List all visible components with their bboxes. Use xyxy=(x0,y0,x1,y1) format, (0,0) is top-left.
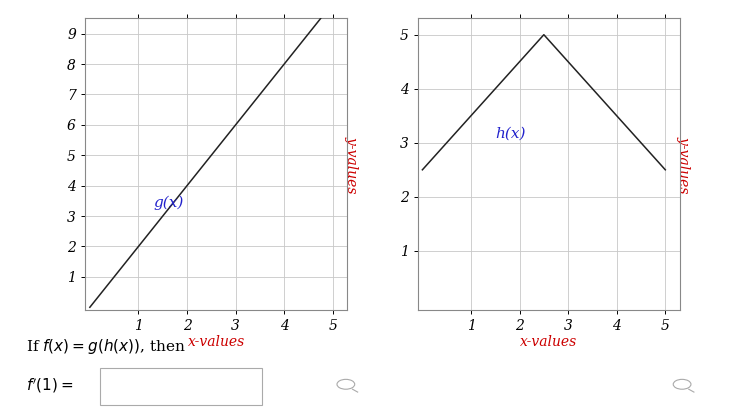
Text: h(x): h(x) xyxy=(495,126,525,141)
Text: $f'(1) =$: $f'(1) =$ xyxy=(26,377,73,395)
X-axis label: x-values: x-values xyxy=(188,335,245,349)
X-axis label: x-values: x-values xyxy=(520,335,577,349)
Y-axis label: y-values: y-values xyxy=(344,136,358,193)
Text: g(x): g(x) xyxy=(153,196,183,210)
Text: If $f(x) = g(h(x))$, then: If $f(x) = g(h(x))$, then xyxy=(26,337,185,356)
Y-axis label: y-values: y-values xyxy=(677,136,691,193)
